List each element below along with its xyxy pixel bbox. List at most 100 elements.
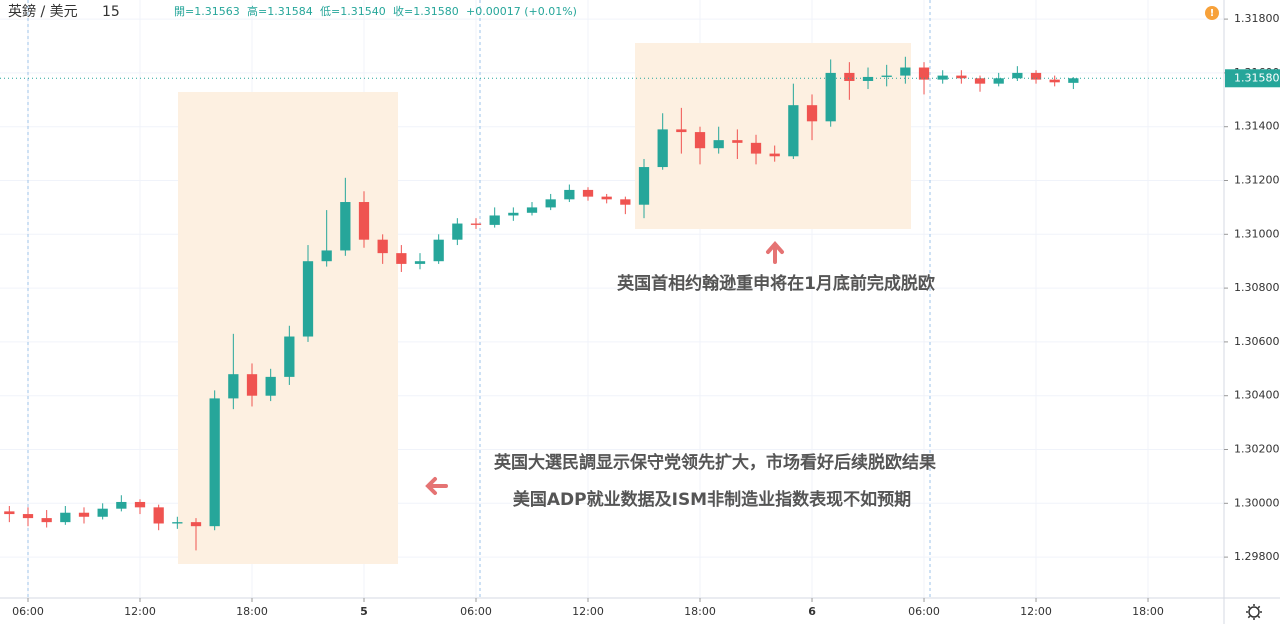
candle-body <box>153 507 164 524</box>
x-tick-label: 06:00 <box>12 605 44 618</box>
y-tick-label: 1.31200 <box>1234 174 1280 187</box>
ohlc-open: 開=1.31563 <box>174 5 240 18</box>
x-tick-label: 18:00 <box>684 605 716 618</box>
highlight-box <box>635 43 911 229</box>
candle-body <box>246 374 258 396</box>
candle-body <box>60 512 71 523</box>
candle-body <box>228 374 239 399</box>
candle-body <box>340 202 351 251</box>
y-tick-label: 1.30000 <box>1234 496 1280 509</box>
y-tick-label: 1.30800 <box>1234 281 1280 294</box>
candle-body <box>806 105 818 122</box>
candle-body <box>638 167 650 205</box>
candle-body <box>993 78 1004 84</box>
candle-body <box>564 189 575 200</box>
candle-body <box>134 501 146 508</box>
annotation: 美国ADP就业数据及ISM非制造业指数表现不如预期 <box>513 489 911 510</box>
annotation: 英国大選民調显示保守党领先扩大，市场看好后续脱欧结果 <box>494 452 936 473</box>
candle-body <box>508 212 519 216</box>
candle-body <box>844 72 855 81</box>
candle-body <box>284 336 295 377</box>
alert-icon-mark: ! <box>1210 8 1215 19</box>
candle-body <box>582 189 594 197</box>
ohlc-low: 低=1.31540 <box>320 5 386 18</box>
annotation: 英国首相约翰逊重申将在1月底前完成脱欧 <box>617 273 935 294</box>
candle-body <box>620 199 631 205</box>
candle-body <box>358 202 370 240</box>
candle-body <box>97 508 108 517</box>
ohlc-close: 收=1.31580 <box>393 4 459 18</box>
candle-body <box>1049 79 1060 83</box>
candle-body <box>433 239 444 262</box>
candle-body <box>713 140 724 149</box>
y-tick-label: 1.30200 <box>1234 443 1280 456</box>
arrow-left <box>425 477 448 495</box>
x-tick-label: 6 <box>808 605 816 618</box>
axes: 1.29800 1.30000 1.30200 1.30400 1.30600 1.308… <box>0 12 1280 618</box>
candle-body <box>489 215 500 225</box>
candle-body <box>22 514 34 519</box>
candle-body <box>41 518 52 523</box>
y-tick-label: 1.30400 <box>1234 389 1280 402</box>
last-price-label: 1.31580 <box>1234 71 1280 84</box>
candle-body <box>1068 78 1079 83</box>
settings-icon[interactable] <box>1246 604 1262 620</box>
candle-body <box>209 398 220 527</box>
candle-body <box>862 76 874 81</box>
candle-body <box>4 511 15 515</box>
x-tick-label: 12:00 <box>124 605 156 618</box>
candle-body <box>676 129 687 133</box>
y-tick-label: 1.31000 <box>1234 227 1280 240</box>
candle-body <box>172 522 183 524</box>
y-tick-label: 1.31800 <box>1234 12 1280 25</box>
alert-icon[interactable] <box>1205 6 1219 20</box>
candle-body <box>974 78 986 84</box>
candle-body <box>302 261 314 337</box>
settings-teeth <box>1246 604 1262 620</box>
ohlc-high: 高=1.31584 <box>247 4 313 18</box>
x-tick-label: 18:00 <box>236 605 268 618</box>
y-tick-label: 1.29800 <box>1234 550 1280 563</box>
candle-body <box>526 207 538 213</box>
candle-body <box>825 72 836 122</box>
candle-body <box>1030 72 1042 80</box>
candle-body <box>881 75 892 77</box>
candle-body <box>265 376 276 396</box>
interval: 15 <box>102 4 120 20</box>
candles <box>4 56 1079 551</box>
candle-body <box>769 153 780 157</box>
candle-body <box>750 142 762 154</box>
candle-body <box>545 199 556 208</box>
candle-body <box>414 261 426 264</box>
candle-body <box>396 253 407 264</box>
last-price-box <box>1225 69 1280 88</box>
candle-body <box>78 512 90 517</box>
candle-body <box>937 75 948 80</box>
candle-body <box>1012 72 1023 79</box>
candle-body <box>377 239 388 254</box>
candle-body <box>732 140 743 143</box>
x-tick-label: 12:00 <box>1020 605 1052 618</box>
x-tick-label: 06:00 <box>460 605 492 618</box>
y-tick-label: 1.30600 <box>1234 335 1280 348</box>
arrow-up <box>766 240 784 264</box>
candle-body <box>694 132 706 149</box>
candle-body <box>601 196 612 200</box>
y-tick-label: 1.31400 <box>1234 120 1280 133</box>
ohlc-change: +0.00017 (+0.01%) <box>466 5 577 18</box>
x-tick-label: 06:00 <box>908 605 940 618</box>
candle-body <box>788 105 799 157</box>
candle-body <box>190 522 202 527</box>
settings-gear <box>1248 606 1260 618</box>
candle-body <box>321 250 332 262</box>
candle-body <box>657 129 668 168</box>
x-tick-label: 18:00 <box>1132 605 1164 618</box>
x-tick-label: 5 <box>360 605 368 618</box>
candle-body <box>900 67 911 76</box>
candle-body <box>918 67 930 80</box>
candle-body <box>116 501 127 509</box>
candle-body <box>470 223 482 225</box>
x-tick-label: 12:00 <box>572 605 604 618</box>
